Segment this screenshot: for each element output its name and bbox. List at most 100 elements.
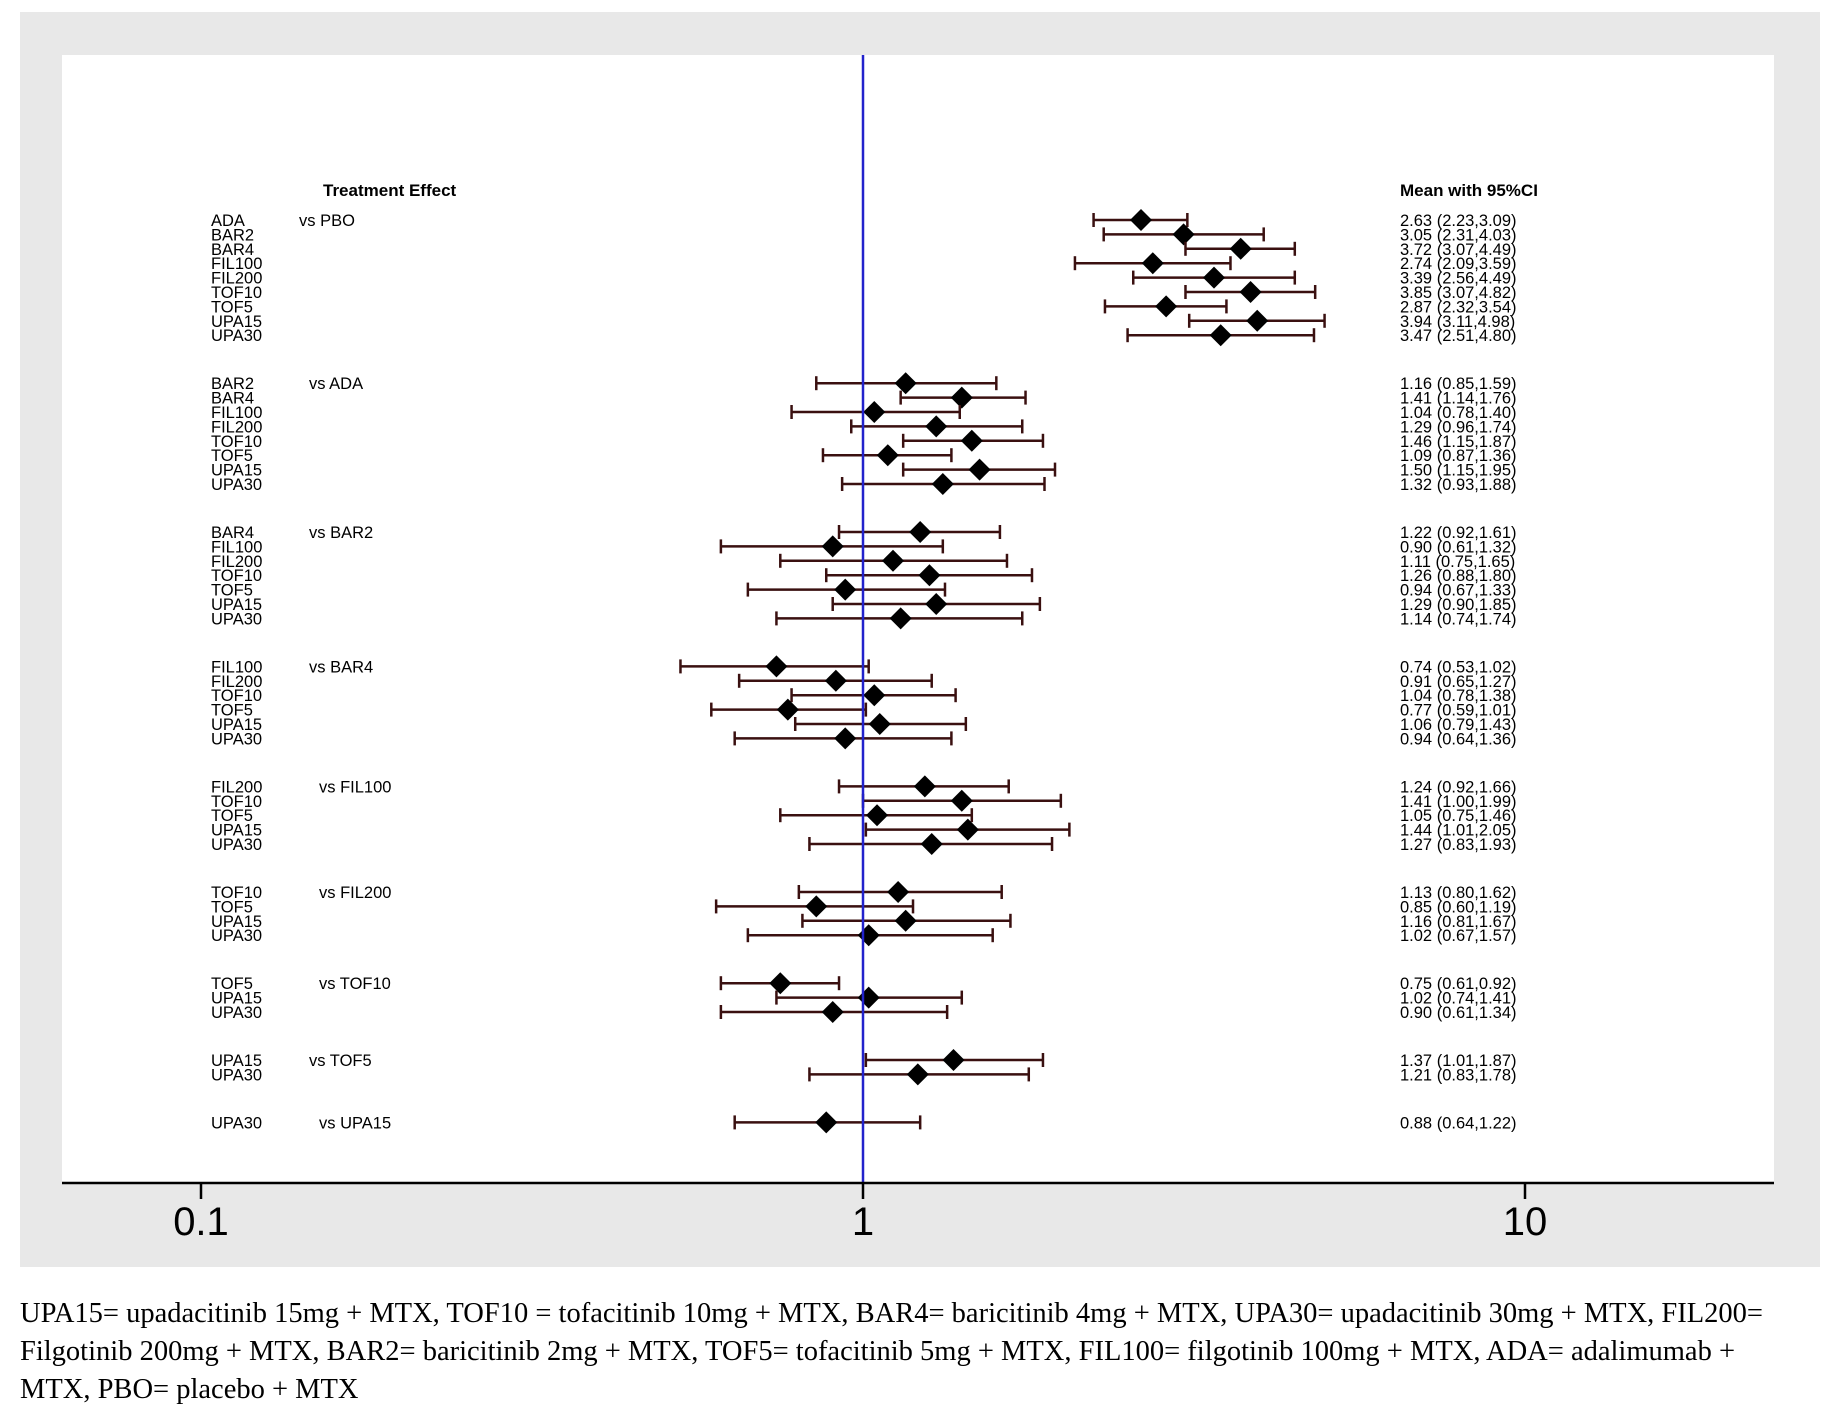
footnote: UPA15= upadacitinib 15mg + MTX, TOF10 = … [20,1298,1763,1405]
forest-row: TOF5 2.87 (2.32,3.54) [211,295,1517,318]
forest-row: UPA15 3.94 (3.11,4.98) [211,309,1515,332]
mean-marker [931,473,954,495]
row-ci-text: 0.94 (0.67,1.33) [1400,582,1517,600]
row-ci-text: 0.90 (0.61,1.32) [1400,538,1517,556]
forest-row: BAR4 3.72 (3.07,4.49) [211,237,1517,260]
mean-marker [1155,295,1178,318]
row-ci-text: 1.16 (0.85,1.59) [1400,375,1517,393]
row-ci-text: 0.90 (0.61,1.34) [1400,1004,1517,1022]
forest-row: UPA30 1.21 (0.83,1.78) [211,1063,1517,1086]
forest-row: FIL200 1.24 (0.92,1.66) [211,775,1517,798]
row-treatment-label: TOF5 [211,582,253,600]
forest-row: FIL100 0.90 (0.61,1.32) [211,535,1517,558]
forest-row: FIL100 2.74 (2.09,3.59) [211,252,1517,275]
row-ci-text: 1.16 (0.81,1.67) [1400,913,1517,931]
forest-row: BAR4 1.41 (1.14,1.76) [211,386,1517,409]
row-ci-text: 1.11 (0.75,1.65) [1400,553,1515,571]
forest-row: TOF5 0.94 (0.67,1.33) [211,578,1517,601]
forest-plot-figure: Treatment Effect Mean with 95%CI vs PBO A… [20,12,1820,1267]
row-ci-text: 0.94 (0.64,1.36) [1400,730,1517,748]
forest-row: FIL200 3.39 (2.56,4.49) [211,266,1517,289]
row-ci-text: 0.85 (0.60,1.19) [1400,898,1517,916]
row-treatment-label: UPA30 [211,927,262,945]
forest-row: TOF10 1.26 (0.88,1.80) [211,564,1517,587]
row-ci-text: 1.04 (0.78,1.40) [1400,404,1517,422]
forest-row: BAR2 3.05 (2.31,4.03) [211,223,1517,246]
row-ci-text: 0.74 (0.53,1.02) [1400,658,1517,676]
mean-marker [769,972,792,995]
mean-marker [821,535,844,558]
mean-marker [894,372,917,395]
row-treatment-label: FIL200 [211,673,262,691]
group-label: vs UPA15 [319,1114,391,1132]
forest-row: TOF5 1.09 (0.87,1.36) [211,444,1517,467]
forest-row: FIL100 0.74 (0.53,1.02) [211,655,1517,678]
mean-marker [950,789,973,812]
row-ci-text: 1.41 (1.00,1.99) [1400,793,1517,811]
row-ci-text: 0.77 (0.59,1.01) [1400,702,1517,720]
row-treatment-label: UPA30 [211,476,262,494]
mean-marker [824,669,847,692]
mean-marker [1130,209,1153,231]
mean-marker [834,578,857,601]
header-treatment-effect: Treatment Effect [323,181,457,200]
group-label: vs ADA [309,375,363,393]
mean-marker [882,549,905,572]
forest-row: UPA15 1.16 (0.81,1.67) [211,909,1517,932]
forest-row: ADA 2.63 (2.23,3.09) [211,209,1517,231]
row-treatment-label: BAR2 [211,226,254,244]
mean-marker [815,1111,838,1134]
row-ci-text: 1.37 (1.01,1.87) [1400,1052,1517,1070]
mean-marker [913,775,936,798]
row-treatment-label: FIL200 [211,553,262,571]
row-treatment-label: UPA30 [211,610,262,628]
row-treatment-label: BAR2 [211,375,254,393]
row-treatment-label: UPA15 [211,596,262,614]
mean-marker [1202,266,1225,289]
forest-row: UPA15 1.37 (1.01,1.87) [211,1049,1517,1071]
row-treatment-label: FIL100 [211,404,262,422]
forest-row: TOF5 0.85 (0.60,1.19) [211,895,1517,918]
forest-row: FIL200 1.29 (0.96,1.74) [211,415,1517,438]
row-treatment-label: FIL200 [211,778,262,796]
row-treatment-label: FIL100 [211,538,262,556]
row-ci-text: 1.02 (0.67,1.57) [1400,927,1517,945]
row-ci-text: 0.88 (0.64,1.22) [1400,1114,1517,1132]
mean-marker [876,444,899,467]
row-ci-text: 1.32 (0.93,1.88) [1400,476,1517,494]
row-treatment-label: BAR4 [211,390,254,408]
forest-row: TOF10 1.41 (1.00,1.99) [211,789,1517,812]
mean-marker [866,804,889,827]
forest-row: UPA30 1.14 (0.74,1.74) [211,607,1517,630]
forest-row: TOF5 0.75 (0.61,0.92) [211,972,1517,995]
forest-row: UPA15 1.29 (0.90,1.85) [211,593,1517,615]
forest-row: TOF10 1.13 (0.80,1.62) [211,881,1517,903]
group-label: vs BAR2 [309,524,373,542]
row-treatment-label: UPA15 [211,990,262,1008]
row-ci-text: 1.24 (0.92,1.66) [1400,778,1517,796]
row-treatment-label: TOF10 [211,884,262,902]
row-ci-text: 2.63 (2.23,3.09) [1400,212,1517,230]
row-ci-text: 1.21 (0.83,1.78) [1400,1066,1517,1084]
row-treatment-label: TOF10 [211,567,262,585]
row-ci-text: 1.50 (1.15,1.95) [1400,462,1517,480]
mean-marker [863,401,886,423]
row-treatment-label: UPA30 [211,1004,262,1022]
row-ci-text: 1.41 (1.14,1.76) [1400,390,1517,408]
row-ci-text: 1.05 (0.75,1.46) [1400,807,1517,825]
mean-marker [925,415,948,438]
group-label: vs TOF5 [309,1052,372,1070]
forest-row: UPA30 3.47 (2.51,4.80) [211,324,1517,347]
row-ci-text: 2.74 (2.09,3.59) [1400,255,1517,273]
row-ci-text: 1.22 (0.92,1.61) [1400,524,1517,542]
group-label: vs FIL100 [319,778,391,796]
x-tick-label: 10 [1503,1200,1548,1244]
row-treatment-label: UPA15 [211,462,262,480]
row-ci-text: 3.05 (2.31,4.03) [1400,226,1517,244]
row-ci-text: 1.14 (0.74,1.74) [1400,610,1517,628]
mean-marker [920,833,943,855]
mean-marker [950,386,973,409]
mean-marker [968,458,991,481]
forest-row: UPA15 1.50 (1.15,1.95) [211,458,1517,481]
row-treatment-label: FIL200 [211,418,262,436]
